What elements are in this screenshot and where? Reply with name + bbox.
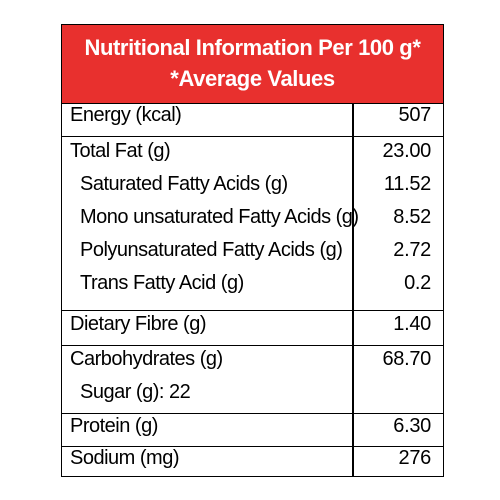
table-row-protein: Protein (g) 6.30	[62, 413, 443, 446]
table-row-energy: Energy (kcal) 507	[62, 103, 443, 156]
mono-fat-value: 8.52	[393, 206, 431, 228]
sugar-label: Sugar (g): 22	[80, 381, 191, 403]
protein-value: 6.30	[393, 415, 431, 437]
table-row-fibre: Dietary Fibre (g) 1.40	[62, 310, 443, 345]
carbohydrates-value: 68.70	[382, 348, 431, 370]
trans-fat-value: 0.2	[404, 272, 431, 294]
sodium-value: 276	[398, 447, 432, 469]
energy-label: Energy (kcal)	[70, 104, 182, 126]
column-divider	[352, 103, 354, 476]
table-row-carbohydrates: Carbohydrates (g) 68.70 Sugar (g): 22	[62, 345, 443, 413]
poly-fat-label: Polyunsaturated Fatty Acids (g)	[80, 239, 343, 261]
carbohydrates-label: Carbohydrates (g)	[70, 348, 223, 370]
trans-fat-label: Trans Fatty Acid (g)	[80, 272, 244, 294]
table-row-total-fat: Total Fat (g) 23.00 Saturated Fatty Acid…	[62, 136, 443, 324]
header-title: Nutritional Information Per 100 g*	[84, 35, 421, 60]
energy-value: 507	[398, 104, 432, 126]
fibre-value: 1.40	[393, 313, 431, 335]
mono-fat-label: Mono unsaturated Fatty Acids (g)	[80, 206, 359, 228]
total-fat-label: Total Fat (g)	[70, 140, 171, 162]
header-subtitle: *Average Values	[170, 66, 335, 91]
protein-label: Protein (g)	[70, 415, 158, 437]
total-fat-value: 23.00	[382, 140, 431, 162]
nutrition-table: Nutritional Information Per 100 g* *Aver…	[61, 24, 444, 477]
table-row-sodium: Sodium (mg) 276	[62, 446, 443, 476]
saturated-fat-label: Saturated Fatty Acids (g)	[80, 173, 288, 195]
sodium-label: Sodium (mg)	[70, 447, 179, 469]
table-header: Nutritional Information Per 100 g* *Aver…	[62, 25, 443, 103]
poly-fat-value: 2.72	[393, 239, 431, 261]
saturated-fat-value: 11.52	[383, 173, 431, 195]
fibre-label: Dietary Fibre (g)	[70, 313, 206, 335]
